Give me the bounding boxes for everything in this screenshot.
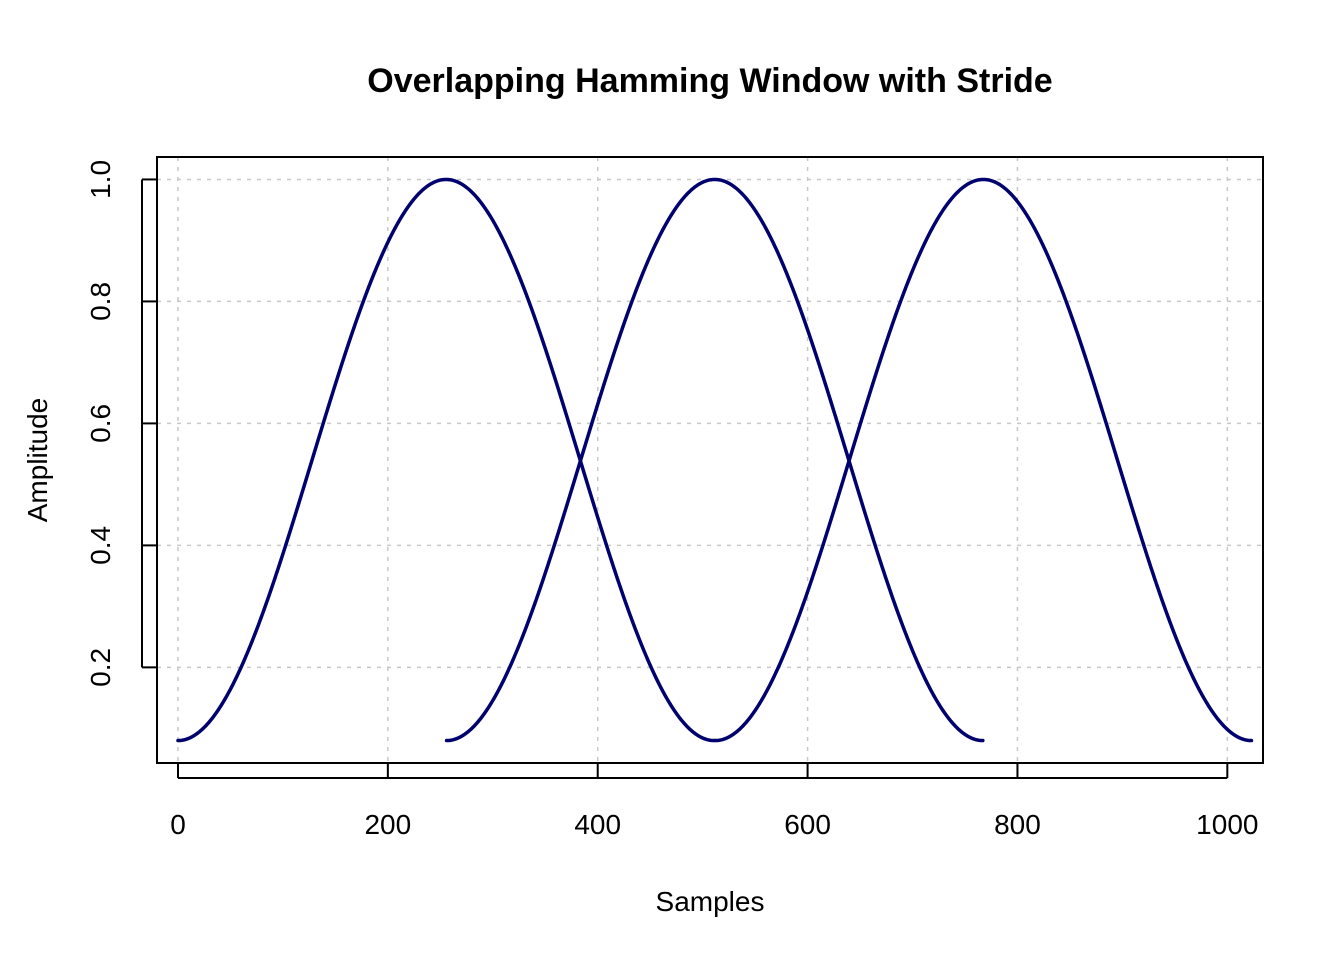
x-tick-label: 800 <box>994 809 1041 840</box>
window-series-line-1 <box>176 177 716 743</box>
y-axis-label: Amplitude <box>22 398 53 523</box>
grid <box>157 157 1263 763</box>
x-axis-label: Samples <box>656 886 765 917</box>
window-series-line-2 <box>444 177 985 743</box>
y-tick-label: 1.0 <box>85 160 116 199</box>
x-tick-label: 0 <box>170 809 186 840</box>
y-tick-label: 0.2 <box>85 648 116 687</box>
x-tick-label: 400 <box>574 809 621 840</box>
series-group <box>176 177 1254 743</box>
plot-frame <box>156 156 1264 764</box>
window-series-line-3 <box>713 177 1254 743</box>
x-tick-label: 200 <box>364 809 411 840</box>
y-tick-label: 0.6 <box>85 404 116 443</box>
x-axis: 0 200 400 600 800 1000 <box>170 763 1258 840</box>
chart-title: Overlapping Hamming Window with Stride <box>367 62 1052 100</box>
x-tick-label: 1000 <box>1196 809 1258 840</box>
y-axis: 0.2 0.4 0.6 0.8 1.0 <box>85 160 157 687</box>
x-tick-label: 600 <box>784 809 831 840</box>
y-tick-label: 0.8 <box>85 282 116 321</box>
y-tick-label: 0.4 <box>85 526 116 565</box>
